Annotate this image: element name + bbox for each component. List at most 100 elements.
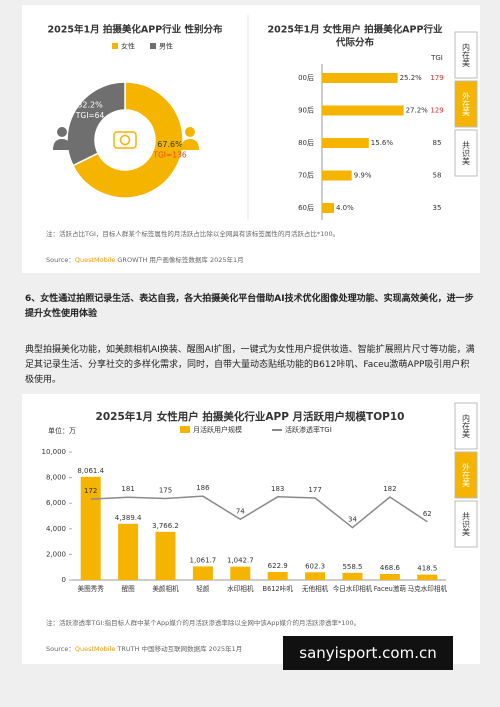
- y-tick-label: 90后: [298, 106, 314, 115]
- y-tick-label: 6,000: [46, 499, 66, 507]
- line-value-label: 177: [308, 486, 321, 494]
- source-text: GROWTH 用户画像标签数据库 2025年1月: [115, 256, 244, 264]
- annotation: TGI=136: [152, 150, 186, 159]
- side-tab-label: 共识美: [462, 512, 471, 537]
- x-tick-label: Faceu激萌: [374, 584, 407, 593]
- bar: [80, 476, 101, 580]
- chart-title: 2025年1月 女性用户 拍摄美化行业APP 月活跃用户规模TOP10: [96, 410, 405, 423]
- value-label: 1,042.7: [227, 557, 254, 565]
- source-label: Source：: [46, 645, 75, 653]
- source-label: Source：: [46, 256, 75, 264]
- legend-label: 月活跃用户规模: [193, 425, 242, 434]
- value-label: 558.5: [342, 563, 362, 571]
- value-label: 15.6%: [371, 139, 394, 147]
- bar: [192, 566, 213, 580]
- unit-label: 单位：万: [48, 426, 76, 435]
- value-label: 1,061.7: [190, 556, 217, 564]
- person-head: [185, 127, 195, 137]
- y-tick-label: 4,000: [46, 525, 66, 533]
- legend-swatch: [112, 43, 118, 49]
- side-tab: [454, 451, 478, 499]
- x-tick-label: 美图秀秀: [78, 584, 105, 593]
- line-value-label: 182: [383, 485, 396, 493]
- value-label: 3,766.2: [152, 522, 179, 530]
- value-label: 8,061.4: [77, 467, 104, 475]
- bar: [305, 572, 326, 580]
- x-tick-label: 无他相机: [302, 584, 329, 593]
- chart-title: 代际分布: [335, 37, 375, 49]
- y-tick-label: 60后: [298, 203, 314, 212]
- source-brand: QuestMobile: [74, 256, 116, 264]
- line-value-label: 183: [271, 485, 284, 493]
- value-label: 67.6%: [157, 140, 183, 149]
- value-label: 418.5: [417, 565, 437, 573]
- bar: [155, 531, 176, 580]
- side-tab-label: 共识美: [462, 141, 471, 166]
- bar: [417, 574, 438, 580]
- value-label: 9.9%: [354, 172, 372, 180]
- line-value-label: 172: [84, 487, 97, 495]
- line-value-label: 186: [196, 484, 210, 492]
- person-body: [181, 139, 199, 150]
- y-tick-label: 70后: [298, 171, 314, 180]
- y-tick-label: 80后: [298, 138, 314, 147]
- y-tick-label: 8,000: [46, 474, 66, 482]
- x-tick-label: 醒图: [122, 585, 136, 593]
- legend-swatch: [150, 43, 156, 49]
- value-label: 602.3: [305, 562, 325, 570]
- camera-lens: [119, 134, 131, 146]
- value-label: 622.9: [268, 562, 288, 570]
- side-tab: [454, 129, 478, 177]
- side-tab: [454, 31, 478, 79]
- line-value-label: 62: [423, 510, 432, 518]
- y-tick-label: 0: [62, 576, 66, 584]
- center-hole: [97, 112, 153, 168]
- tgi-value: 179: [430, 74, 443, 82]
- x-tick-label: 水印相机: [227, 584, 254, 593]
- side-tab: [454, 80, 478, 128]
- note: 注：活跃渗透率TGI:指目标人群中某个App媒介的月活跃渗透率除以全网中该App…: [46, 619, 361, 627]
- bar: [322, 170, 352, 181]
- line-value-label: 175: [159, 486, 172, 494]
- side-tab-label: 外在美: [462, 462, 471, 488]
- legend-label: 男性: [159, 42, 173, 51]
- section-paragraph: 典型拍摄美化功能，如美颜相机AI换装、醒图AI扩图，一键式为女性用户提供妆造、智…: [25, 345, 475, 385]
- line-value-label: 74: [236, 507, 245, 515]
- watermark: sanyisport.com.cn: [283, 636, 453, 670]
- person-body: [53, 139, 71, 150]
- side-tab-label: 外在美: [462, 91, 471, 117]
- tgi-value: 85: [433, 139, 442, 147]
- y-tick-label: 2,000: [46, 550, 66, 558]
- x-tick-label: 马克水印相机: [408, 584, 448, 593]
- bar: [322, 203, 334, 213]
- legend-swatch: [180, 426, 190, 433]
- chart-title: 2025年1月 女性用户 拍摄美化APP行业: [268, 24, 443, 36]
- bar: [322, 138, 369, 148]
- tgi-header: TGI: [430, 54, 443, 62]
- value-label: 468.6: [380, 564, 401, 572]
- x-tick-label: B612咔叽: [263, 584, 294, 593]
- source-brand: QuestMobile: [74, 645, 116, 653]
- x-tick-label: 今日水印相机: [333, 584, 373, 593]
- value-label: 4.0%: [336, 204, 354, 212]
- side-tab-label: 内在美: [462, 42, 471, 68]
- tgi-value: 35: [433, 204, 442, 212]
- bar: [322, 73, 398, 83]
- bar: [118, 523, 139, 580]
- x-tick-label: 美颜相机: [152, 584, 179, 593]
- section-heading: 6、女性通过拍照记录生活、表达自我，各大拍摄美化平台借助AI技术优化图像处理功能…: [25, 294, 474, 319]
- bar: [267, 572, 288, 580]
- side-tab-label: 内在美: [462, 413, 471, 439]
- person-head: [57, 127, 67, 137]
- bar: [379, 574, 400, 580]
- line-value-label: 34: [348, 516, 357, 524]
- note: 注：活跃占比TGI，目标人群某个标签属性的月活跃占比除以全网具有该标签属性的月活…: [46, 230, 340, 238]
- x-tick-label: 轻颜: [196, 584, 210, 593]
- bar: [342, 572, 363, 580]
- bar: [322, 105, 404, 116]
- chart-title: 2025年1月 拍摄美化APP行业 性别分布: [48, 24, 223, 36]
- annotation: TGI=64: [75, 111, 105, 120]
- y-tick-label: 00后: [298, 73, 314, 82]
